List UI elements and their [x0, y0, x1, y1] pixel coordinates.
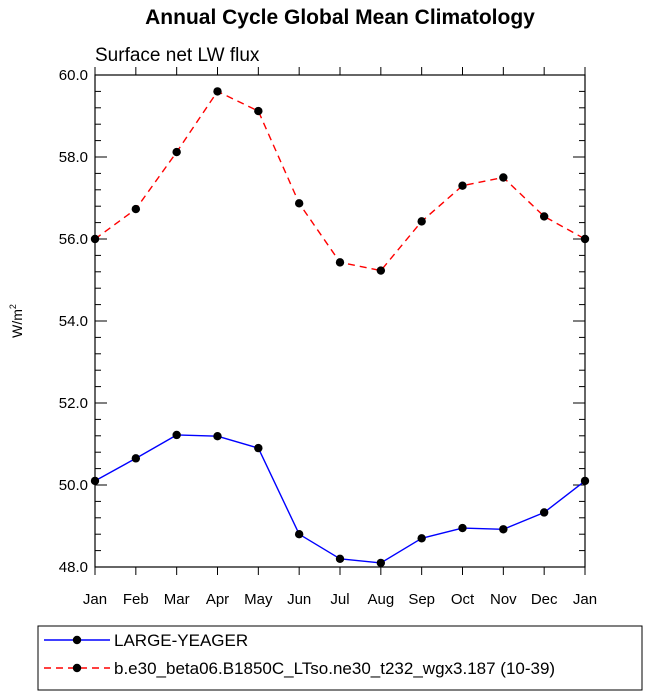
x-tick-label: Dec	[531, 591, 558, 608]
series-2-point	[499, 173, 508, 182]
series-1-point	[417, 534, 426, 543]
series-1-point	[172, 430, 181, 440]
x-tick-label: Aug	[367, 591, 394, 608]
legend-label-2: b.e30_beta06.B1850C_LTso.ne30_t232_wgx3.…	[114, 659, 555, 678]
plot-area: 48.0 50.0 52.0 54.0 56.0 58.0 60.0 Jan Feb Mar Apr…	[59, 67, 597, 608]
series-line-1	[94, 434, 586, 564]
chart-subtitle: Surface net LW flux	[95, 45, 260, 66]
plot-frame	[94, 74, 586, 568]
y-axis-label-superscript: 2	[8, 304, 18, 309]
series-1-point	[499, 525, 508, 534]
legend-box	[37, 625, 643, 691]
y-tick-label: 52.0	[59, 395, 88, 412]
x-tick-label: Mar	[164, 591, 190, 608]
x-tick-label: Jan	[573, 591, 597, 608]
series-2-point	[458, 181, 467, 190]
series-2-point	[90, 234, 100, 244]
series-1-point	[254, 443, 263, 453]
y-tick-label: 54.0	[59, 313, 88, 330]
y-axis-label-unit: W/m	[9, 309, 25, 338]
series-2-point	[172, 147, 181, 157]
x-tick-label: Oct	[451, 591, 475, 608]
x-tick-label: Jun	[287, 591, 311, 608]
y-tick-label: 58.0	[59, 149, 88, 166]
y-axis-label: W/m2	[8, 304, 25, 338]
series-1-point	[90, 476, 100, 486]
x-tick-label: May	[244, 591, 273, 608]
series-1-point	[335, 554, 345, 563]
x-tick-label: Jul	[330, 591, 349, 608]
chart-title: Annual Cycle Global Mean Climatology	[145, 6, 535, 29]
series-1-point	[539, 508, 549, 517]
series-1-point	[580, 476, 590, 486]
series-2-point	[539, 212, 549, 221]
legend: LARGE-YEAGER b.e30_beta06.B1850C_LTso.ne3…	[37, 625, 643, 691]
series-1-point	[458, 523, 467, 533]
series-2-point	[580, 234, 590, 244]
legend-marker-2	[72, 663, 82, 673]
series-1-point	[213, 432, 222, 441]
series-1-point	[131, 454, 141, 463]
series-2-point	[254, 106, 263, 116]
x-tick-label: Apr	[206, 591, 229, 608]
series-2-point	[335, 258, 345, 267]
series-2-point	[294, 199, 304, 208]
series-2-point	[417, 217, 426, 226]
x-tick-label: Jan	[83, 591, 107, 608]
series-line-2	[94, 90, 586, 272]
x-tick-label: Nov	[490, 591, 517, 608]
y-tick-label: 48.0	[59, 559, 88, 576]
legend-marker-1	[72, 635, 82, 645]
y-tick-label: 50.0	[59, 477, 88, 494]
series-2-point	[376, 266, 386, 275]
series-2-point	[213, 87, 222, 96]
series-1-point	[376, 558, 386, 568]
x-tick-label: Feb	[123, 591, 149, 608]
series-2-point	[131, 204, 141, 214]
legend-label-1: LARGE-YEAGER	[114, 631, 248, 650]
series-1-point	[294, 530, 304, 539]
y-tick-label: 60.0	[59, 67, 88, 84]
y-tick-label: 56.0	[59, 231, 88, 248]
x-tick-label: Sep	[408, 591, 435, 608]
